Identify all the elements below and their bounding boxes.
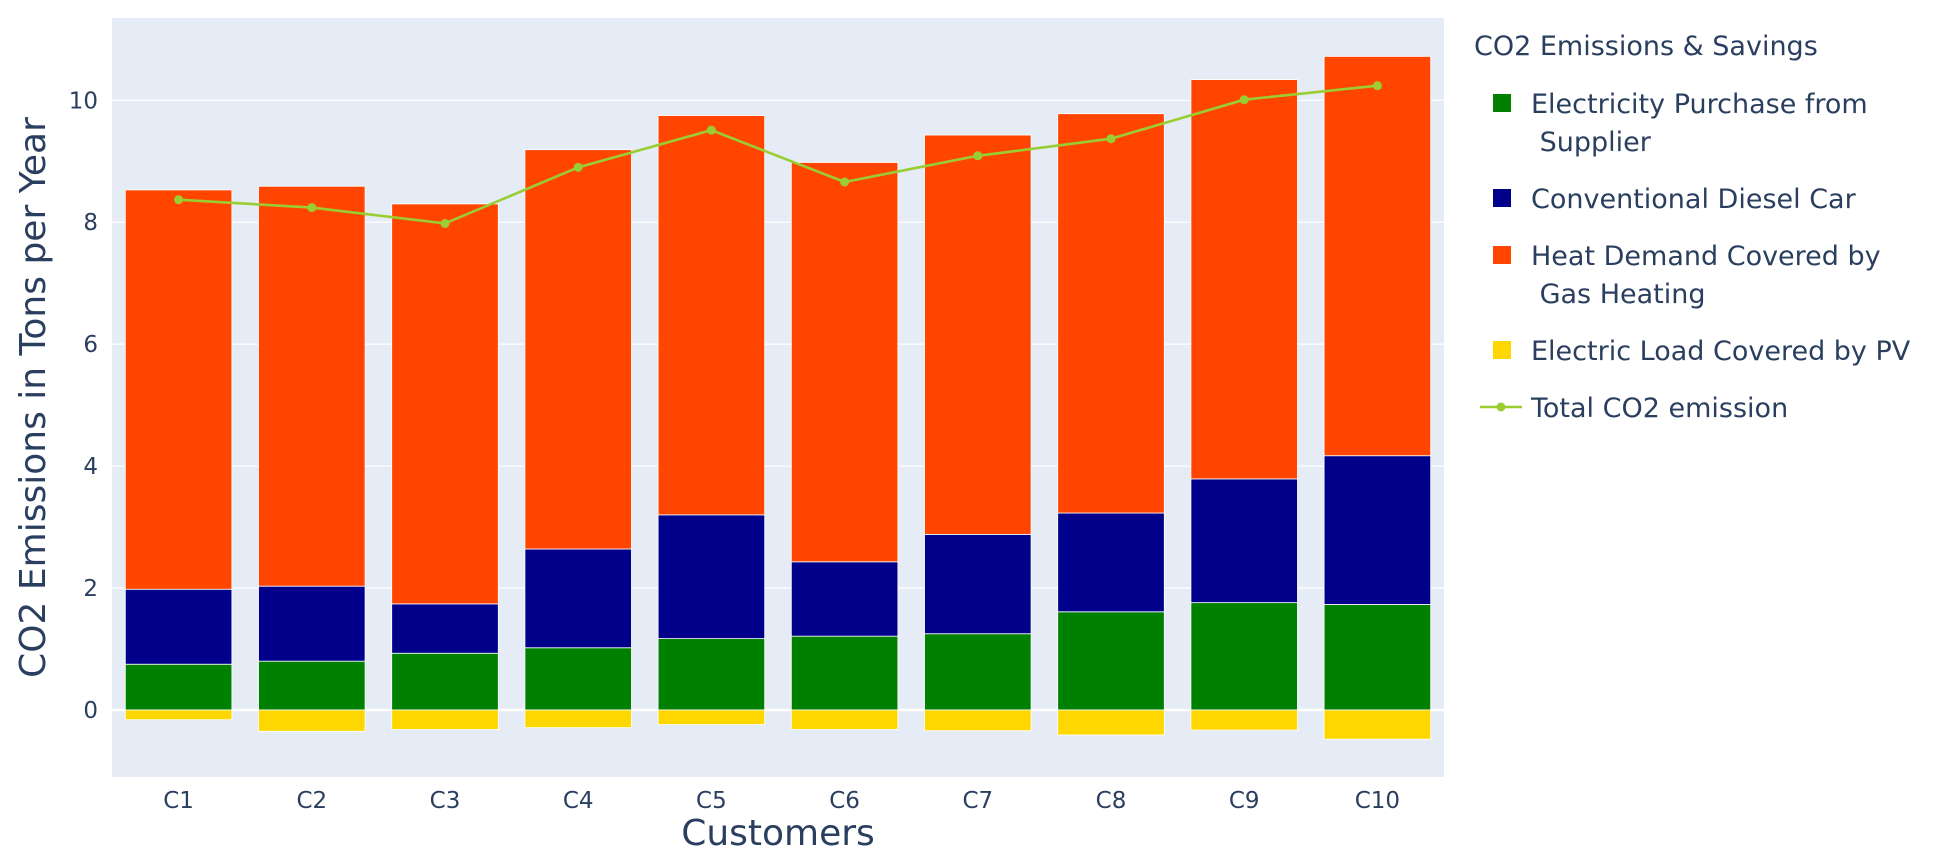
legend-item[interactable]: Electric Load Covered by PV — [1493, 336, 1911, 367]
total-point — [174, 195, 184, 205]
y-tick-label: 8 — [83, 210, 98, 236]
bar-c6 — [790, 709, 899, 730]
bar-c7 — [924, 709, 1032, 732]
bar-c1 — [124, 709, 233, 721]
x-tick-label: C9 — [1229, 788, 1260, 814]
legend-item[interactable]: Conventional Diesel Car — [1493, 184, 1857, 215]
total-point — [1372, 81, 1382, 91]
bar-c10 — [1323, 604, 1432, 711]
bar-c5 — [657, 115, 766, 516]
x-tick-label: C1 — [163, 788, 194, 814]
legend-label: Gas Heating — [1531, 279, 1706, 310]
bar-c9 — [1190, 478, 1298, 604]
bar-c10 — [1323, 455, 1432, 605]
legend-swatch — [1493, 246, 1511, 264]
bar-c4 — [524, 709, 632, 729]
y-tick-label: 10 — [69, 88, 98, 114]
bar-c10 — [1323, 56, 1432, 457]
total-line — [174, 81, 1382, 228]
bars — [124, 56, 1432, 740]
bar-c3 — [391, 652, 499, 711]
legend-item[interactable]: Total CO2 emission — [1480, 393, 1788, 424]
total-point — [973, 151, 983, 161]
legend-item[interactable]: Electricity Purchase from Supplier — [1493, 89, 1868, 158]
bar-c3 — [391, 709, 499, 730]
bar-c2 — [258, 660, 366, 711]
legend[interactable]: CO2 Emissions & Savings Electricity Purc… — [1474, 31, 1911, 424]
x-tick-label: C10 — [1355, 788, 1400, 814]
total-point — [573, 162, 583, 172]
x-tick-labels: C1 C2 C3 C4 C5 C6 C7 C8 C9 C10 — [163, 788, 1400, 814]
total-point — [1106, 134, 1116, 144]
bar-c6 — [790, 162, 899, 563]
bar-c8 — [1057, 512, 1165, 613]
bar-c8 — [1057, 611, 1165, 711]
x-tick-label: C7 — [962, 788, 993, 814]
bar-c5 — [657, 638, 766, 711]
y-tick-label: 6 — [83, 332, 98, 358]
total-point — [440, 218, 450, 228]
total-point — [840, 177, 850, 187]
total-point — [706, 125, 716, 135]
bar-c7 — [924, 633, 1032, 711]
legend-label: Electric Load Covered by PV — [1531, 336, 1911, 367]
legend-label: Total CO2 emission — [1530, 393, 1788, 424]
bar-c9 — [1190, 79, 1298, 480]
legend-marker — [1496, 402, 1506, 412]
y-tick-label: 0 — [83, 698, 98, 724]
bar-c10 — [1323, 709, 1432, 740]
bar-c5 — [657, 514, 766, 640]
x-tick-label: C8 — [1096, 788, 1127, 814]
bar-c9 — [1190, 602, 1298, 711]
bar-c5 — [657, 709, 766, 725]
x-tick-label: C4 — [563, 788, 594, 814]
bar-c1 — [124, 588, 233, 665]
x-tick-label: C6 — [829, 788, 860, 814]
total-co2-line — [178, 84, 1378, 225]
legend-swatch — [1493, 94, 1511, 112]
x-axis-title: Customers — [681, 813, 875, 854]
bar-c2 — [258, 585, 366, 662]
total-point — [1239, 95, 1249, 105]
bar-c7 — [924, 134, 1032, 535]
bar-c9 — [1190, 709, 1298, 731]
x-tick-label: C5 — [696, 788, 727, 814]
bar-c3 — [391, 203, 499, 605]
legend-label: Supplier — [1531, 127, 1652, 158]
legend-swatch — [1493, 189, 1511, 207]
bar-c7 — [924, 533, 1032, 635]
legend-title: CO2 Emissions & Savings — [1474, 31, 1818, 62]
bar-c4 — [524, 149, 632, 550]
bar-c2 — [258, 709, 366, 732]
total-point — [307, 203, 317, 213]
legend-label: Heat Demand Covered by — [1531, 241, 1881, 272]
y-axis-title: CO2 Emissions in Tons per Year — [13, 117, 54, 678]
bar-c8 — [1057, 113, 1165, 514]
legend-item[interactable]: Heat Demand Covered by Gas Heating — [1493, 241, 1881, 310]
bar-c2 — [258, 185, 366, 587]
y-tick-label: 4 — [83, 454, 98, 480]
legend-label: Electricity Purchase from — [1531, 89, 1868, 120]
bar-c6 — [790, 635, 899, 711]
legend-swatch — [1493, 341, 1511, 359]
bar-c4 — [524, 548, 632, 649]
bar-c6 — [790, 561, 899, 637]
bar-c3 — [391, 603, 499, 654]
bar-c8 — [1057, 709, 1165, 736]
bar-c4 — [524, 647, 632, 711]
bar-c1 — [124, 189, 233, 590]
x-tick-label: C2 — [296, 788, 327, 814]
x-tick-label: C3 — [430, 788, 461, 814]
bar-c1 — [124, 663, 233, 711]
y-tick-labels: 0 2 4 6 8 10 — [69, 88, 98, 724]
legend-label: Conventional Diesel Car — [1531, 184, 1857, 215]
y-tick-label: 2 — [83, 576, 98, 602]
